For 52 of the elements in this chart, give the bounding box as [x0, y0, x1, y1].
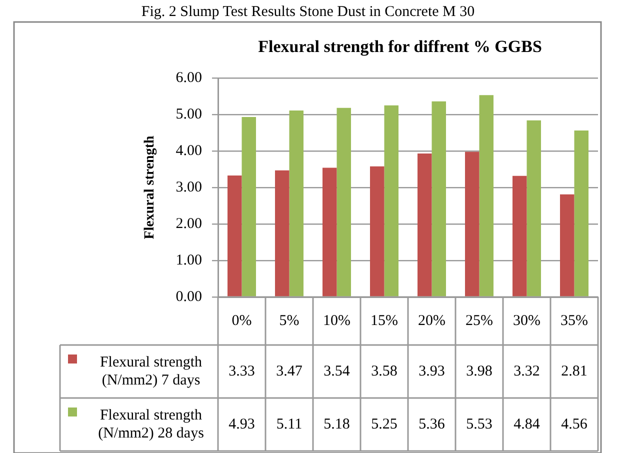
- bar: [322, 168, 337, 296]
- bar: [289, 110, 304, 296]
- legend-label: Flexural strength (N/mm2) 7 days: [100, 354, 203, 388]
- data-label: 4.93: [228, 416, 255, 432]
- bar: [526, 120, 541, 296]
- data-label: 5.53: [466, 416, 492, 432]
- data-label: 5.11: [276, 416, 302, 432]
- bar: [465, 152, 480, 296]
- y-tick-label: 1.00: [176, 252, 202, 268]
- bar: [418, 154, 432, 296]
- x-tick-label: 5%: [279, 312, 300, 329]
- x-tick-label: 20%: [418, 312, 446, 329]
- legend-label: Flexural strength (N/mm2) 28 days: [98, 407, 204, 442]
- y-tick-label: 0.00: [176, 288, 202, 305]
- x-tick-label: 10%: [323, 312, 350, 329]
- bar: [574, 130, 588, 296]
- data-label: 3.33: [228, 363, 255, 380]
- caption: Fig. 2 Slump Test Results Stone Dust in Concrete M 30: [141, 4, 475, 20]
- y-tick-label: 3.00: [176, 179, 202, 196]
- data-label: 3.54: [324, 363, 350, 380]
- y-axis-title: Flexural strength: [142, 136, 158, 240]
- bar: [479, 95, 494, 296]
- data-label: 4.56: [561, 416, 588, 432]
- chart-title: Flexural strength for diffrent % GGBS: [258, 37, 542, 56]
- bar: [370, 166, 384, 296]
- x-tick-label: 25%: [466, 312, 493, 329]
- data-label: 3.98: [466, 363, 492, 380]
- data-label: 3.58: [371, 363, 398, 380]
- y-tick-label: 5.00: [176, 106, 202, 122]
- bar: [228, 175, 242, 296]
- data-label: 3.93: [418, 363, 445, 380]
- data-label: 2.81: [561, 363, 588, 380]
- bar: [432, 101, 446, 296]
- data-label: 3.47: [276, 363, 303, 380]
- x-tick-label: 30%: [513, 312, 540, 329]
- bar: [275, 170, 290, 296]
- bar: [384, 105, 398, 296]
- y-tick-label: 4.00: [176, 142, 202, 159]
- bar: [336, 108, 351, 296]
- bar: [242, 117, 256, 296]
- data-label: 5.36: [418, 416, 446, 432]
- x-tick-label: 15%: [370, 312, 398, 329]
- x-tick-label: 0%: [232, 312, 252, 329]
- data-label: 5.25: [371, 416, 398, 432]
- data-label: 5.18: [324, 416, 350, 432]
- data-label: 3.32: [514, 363, 540, 380]
- y-tick-label: 6.00: [176, 70, 202, 86]
- y-tick-label: 2.00: [176, 216, 202, 232]
- bar: [512, 176, 527, 296]
- x-tick-label: 35%: [560, 312, 588, 329]
- bar: [560, 194, 574, 296]
- data-label: 4.84: [514, 416, 540, 432]
